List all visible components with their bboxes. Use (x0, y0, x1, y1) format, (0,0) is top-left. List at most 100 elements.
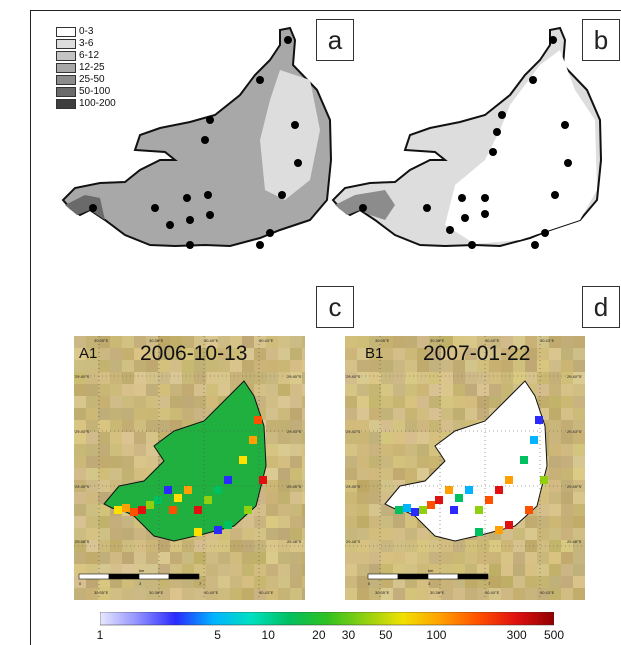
lon-tick-label: 30.35°E (375, 590, 390, 595)
lat-tick-label: 29.48°S (346, 539, 361, 544)
terrain-tile (429, 420, 441, 432)
terrain-tile (290, 528, 302, 540)
terrain-tile (561, 552, 573, 564)
terrain-tile (501, 564, 513, 576)
terrain-tile (302, 432, 305, 444)
terrain-tile (429, 456, 441, 468)
terrain-tile (561, 396, 573, 408)
terrain-tile (405, 588, 417, 600)
terrain-tile (98, 588, 110, 600)
terrain-tile (290, 540, 302, 552)
terrain-tile (369, 492, 381, 504)
pixel-block (419, 506, 427, 514)
lat-tick-label: 29.43°S (567, 429, 582, 434)
terrain-tile (110, 384, 122, 396)
terrain-tile (74, 408, 86, 420)
terrain-tile (549, 480, 561, 492)
pixel-block (540, 476, 548, 484)
terrain-tile (146, 564, 158, 576)
sample-point (458, 194, 466, 202)
terrain-tile (98, 408, 110, 420)
terrain-tile (254, 516, 266, 528)
terrain-tile (110, 348, 122, 360)
terrain-tile (357, 336, 369, 348)
terrain-tile (110, 396, 122, 408)
terrain-tile (345, 360, 357, 372)
terrain-tile (278, 552, 290, 564)
terrain-tile (477, 372, 489, 384)
terrain-tile (345, 504, 357, 516)
sample-point (551, 191, 559, 199)
scale-bar-label: 3 (139, 581, 142, 586)
terrain-tile (561, 432, 573, 444)
terrain-tile (194, 396, 206, 408)
terrain-tile (206, 336, 218, 348)
terrain-tile (369, 468, 381, 480)
terrain-tile (381, 528, 393, 540)
terrain-tile (549, 408, 561, 420)
pixel-block (450, 506, 458, 514)
terrain-tile (98, 420, 110, 432)
terrain-tile (278, 576, 290, 588)
terrain-tile (110, 408, 122, 420)
pixel-block (194, 506, 202, 514)
sample-point (186, 216, 194, 224)
satellite-map-c: 0 3 7 km 30.35°E 30.35°E 30.38°E 30.38°E 30.40°E… (74, 336, 305, 600)
terrain-tile (230, 564, 242, 576)
terrain-tile (290, 348, 302, 360)
terrain-tile (242, 576, 254, 588)
terrain-tile (254, 552, 266, 564)
terrain-tile (489, 360, 501, 372)
depth-legend: 0-3 3-6 6-12 12-25 25-50 50-100 100-200 (56, 26, 116, 110)
terrain-tile (393, 336, 405, 348)
terrain-tile (266, 432, 278, 444)
terrain-tile (218, 564, 230, 576)
terrain-tile (441, 396, 453, 408)
terrain-tile (122, 564, 134, 576)
terrain-tile (561, 420, 573, 432)
terrain-tile (266, 540, 278, 552)
pixel-block (465, 486, 473, 494)
terrain-tile (357, 468, 369, 480)
terrain-tile (441, 588, 453, 600)
terrain-tile (110, 432, 122, 444)
terrain-tile (357, 372, 369, 384)
terrain-tile (302, 480, 305, 492)
terrain-tile (465, 360, 477, 372)
colorbar-tick-label: 100 (426, 628, 447, 642)
terrain-tile (477, 540, 489, 552)
terrain-tile (122, 372, 134, 384)
terrain-tile (345, 396, 357, 408)
terrain-tile (513, 564, 525, 576)
pixel-block (214, 486, 222, 494)
terrain-tile (302, 444, 305, 456)
sample-points-b (359, 36, 572, 249)
terrain-tile (98, 480, 110, 492)
terrain-tile (417, 348, 429, 360)
terrain-tile (122, 408, 134, 420)
terrain-tile (381, 396, 393, 408)
pixel-block (224, 521, 232, 529)
terrain-tile (537, 552, 549, 564)
terrain-tile (357, 588, 369, 600)
terrain-tile (501, 528, 513, 540)
legend-swatch (56, 63, 76, 73)
terrain-tile (230, 588, 242, 600)
terrain-tile (290, 432, 302, 444)
legend-swatch (56, 99, 76, 109)
terrain-tile (345, 480, 357, 492)
terrain-tile (218, 552, 230, 564)
scale-bar-label: 7 (488, 581, 491, 586)
terrain-tile (573, 528, 585, 540)
terrain-tile (122, 432, 134, 444)
terrain-tile (417, 552, 429, 564)
terrain-tile (561, 360, 573, 372)
terrain-tile (357, 576, 369, 588)
terrain-tile (290, 564, 302, 576)
lat-tick-label: 29.48°S (75, 539, 90, 544)
terrain-tile (158, 360, 170, 372)
terrain-tile (302, 504, 305, 516)
terrain-tile (242, 528, 254, 540)
terrain-tile (278, 348, 290, 360)
terrain-tile (158, 540, 170, 552)
